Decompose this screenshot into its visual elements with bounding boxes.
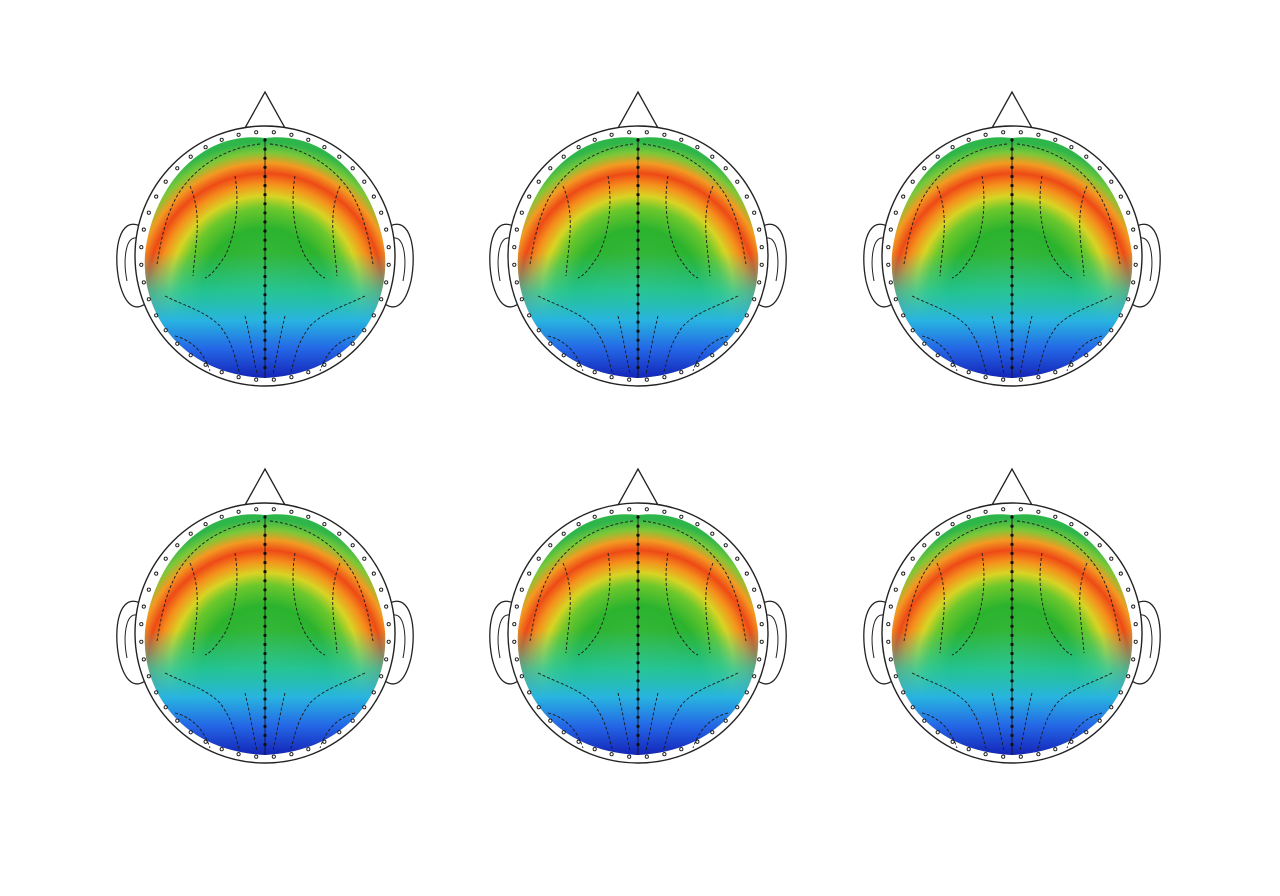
scalp-map-panel (115, 90, 415, 388)
scalp-map-panel (862, 90, 1162, 388)
scalp-map-panel (862, 467, 1162, 765)
scalp-map-panel (488, 90, 788, 388)
scalp-map-panel (488, 467, 788, 765)
scalp-map-panel (115, 467, 415, 765)
